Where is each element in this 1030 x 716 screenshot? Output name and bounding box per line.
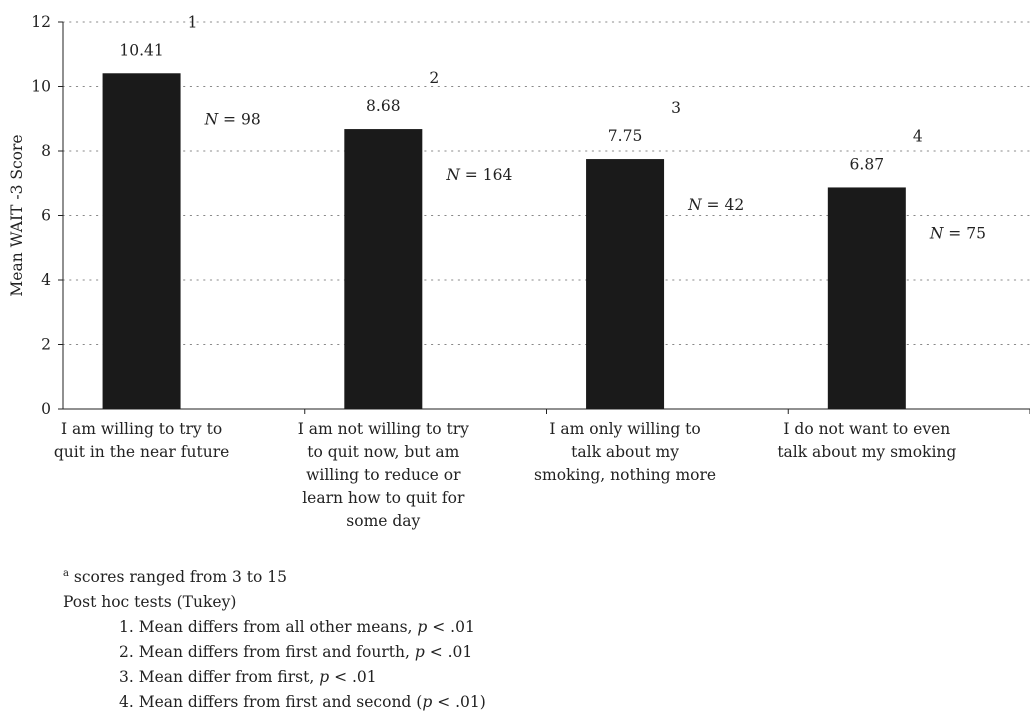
- y-tick-label: 8: [41, 142, 51, 160]
- bar: [586, 159, 665, 409]
- n-label: N = 98: [204, 110, 261, 128]
- posthoc-item: 4. Mean differs from first and second (p…: [119, 693, 486, 711]
- bar: [102, 73, 181, 409]
- footnote-text: scores ranged from 3 to 15: [73, 568, 288, 586]
- value-label: 8.68: [366, 97, 401, 115]
- group-marker: 2: [429, 69, 439, 87]
- category-label: I do not want to even talk about my smoki…: [777, 420, 956, 461]
- y-tick-label: 6: [41, 207, 51, 225]
- y-tick-label: 4: [41, 271, 51, 289]
- y-tick-label: 12: [31, 13, 51, 31]
- group-marker: 3: [671, 99, 681, 117]
- category-label: I am only willing to talk about my smoking…: [534, 420, 716, 484]
- chart-notes: a scores ranged from 3 to 15 Post hoc te…: [63, 561, 486, 715]
- posthoc-item: 1. Mean differs from all other means, p …: [119, 618, 475, 636]
- n-label: N = 75: [929, 224, 986, 242]
- y-tick-label: 2: [41, 336, 51, 354]
- group-marker: 1: [188, 13, 198, 31]
- footnote-marker: a: [63, 568, 69, 579]
- value-label: 6.87: [850, 155, 885, 173]
- posthoc-title: Post hoc tests (Tukey): [63, 593, 237, 611]
- y-axis-label: Mean WAIT -3 Score: [8, 134, 26, 296]
- y-tick-label: 0: [41, 400, 51, 418]
- n-label: N = 164: [445, 166, 512, 184]
- bar-chart: 0 2 4 6 8 10 12 Mean WAIT -3 Score 10.41 1 N = 98 I…: [8, 13, 1030, 530]
- value-label: 10.41: [119, 41, 163, 59]
- footnote: a scores ranged from 3 to 15: [63, 561, 486, 590]
- posthoc-item: 2. Mean differs from first and fourth, p…: [119, 643, 473, 661]
- posthoc-item: 3. Mean differ from first, p < .01: [119, 668, 377, 686]
- category-label: I am willing to try to quit in the near f…: [54, 420, 229, 461]
- n-label: N = 42: [687, 196, 744, 214]
- value-label: 7.75: [608, 127, 643, 145]
- category-label: I am not willing to try to quit now, but …: [298, 420, 469, 530]
- bar: [344, 129, 423, 409]
- bar: [827, 187, 906, 409]
- y-tick-label: 10: [31, 78, 51, 96]
- group-marker: 4: [913, 127, 923, 145]
